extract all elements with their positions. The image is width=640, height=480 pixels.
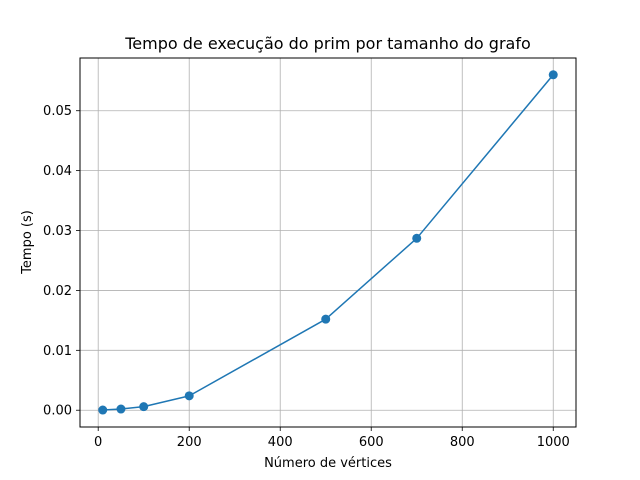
- x-tick-label: 200: [177, 435, 202, 450]
- data-point: [184, 391, 194, 401]
- x-tick-label: 400: [268, 435, 293, 450]
- ticks: 0 200 400 600 800 1000 0.00 0.01 0.02 0.03 0.04 0.0…: [43, 104, 570, 450]
- y-tick-label: 0.00: [43, 404, 72, 419]
- y-tick-label: 0.02: [43, 284, 72, 299]
- x-tick-label: 600: [359, 435, 384, 450]
- y-tick-label: 0.04: [43, 164, 72, 179]
- y-axis-label: Tempo (s): [20, 210, 35, 275]
- x-tick-label: 800: [450, 435, 475, 450]
- x-tick-label: 1000: [537, 435, 570, 450]
- data-point: [548, 70, 558, 80]
- plot-frame: [79, 57, 577, 428]
- chart-title: Tempo de execução do prim por tamanho do…: [124, 34, 531, 53]
- y-tick-label: 0.01: [43, 344, 72, 359]
- y-tick-label: 0.03: [43, 224, 72, 239]
- data-point: [321, 314, 331, 324]
- series-layer: [98, 70, 558, 415]
- x-tick-label: 0: [94, 435, 102, 450]
- x-axis-label: Número de vértices: [264, 456, 392, 471]
- y-tick-label: 0.05: [43, 104, 72, 119]
- data-point: [412, 233, 422, 243]
- data-point: [98, 405, 108, 415]
- data-point: [139, 402, 149, 412]
- grid: [80, 58, 576, 427]
- data-point: [116, 404, 126, 414]
